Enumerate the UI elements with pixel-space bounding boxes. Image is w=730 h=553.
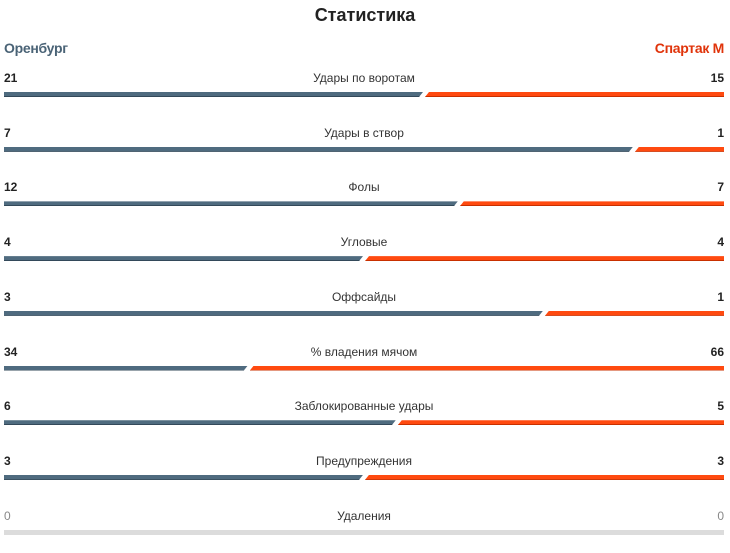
away-bar	[365, 474, 724, 480]
home-value: 3	[4, 289, 11, 304]
away-bar	[249, 365, 724, 371]
stat-row: 6 Заблокированные удары 5	[4, 399, 724, 439]
home-team-name: Оренбург	[4, 40, 68, 56]
away-value: 7	[717, 180, 724, 195]
stat-row: 21 Удары по воротам 15	[4, 71, 724, 111]
stat-row: 4 Угловые 4	[4, 235, 724, 275]
away-value: 15	[710, 71, 724, 85]
home-bar	[4, 256, 363, 261]
away-bar	[635, 146, 724, 152]
stat-label: Удары в створ	[324, 125, 404, 140]
stat-label: Фолы	[348, 180, 380, 195]
stat-label: % владения мячом	[310, 344, 418, 359]
stat-label: Удаления	[337, 508, 391, 523]
home-bar	[4, 201, 458, 206]
away-team-name: Спартак М	[654, 40, 725, 56]
stat-row: 34 % владения мячом 66	[4, 345, 724, 385]
stat-bar	[4, 529, 724, 535]
stat-bar	[4, 146, 724, 152]
away-bar	[397, 420, 724, 426]
stat-label: Оффсайды	[331, 289, 397, 304]
away-bar	[365, 256, 724, 262]
stat-label: Предупреждения	[316, 453, 412, 468]
home-bar	[4, 311, 543, 316]
away-value: 1	[717, 125, 724, 140]
home-bar	[4, 475, 363, 480]
away-value: 3	[717, 453, 724, 468]
home-bar	[4, 366, 248, 371]
stat-bar	[4, 310, 724, 316]
home-bar	[4, 420, 396, 425]
home-value: 7	[4, 125, 11, 140]
stat-row: 12 Фолы 7	[4, 180, 724, 220]
stat-bar	[4, 420, 724, 426]
home-value: 4	[4, 235, 11, 250]
page-title: Статистика	[314, 5, 416, 25]
home-bar	[4, 147, 633, 152]
away-value: 66	[710, 344, 724, 359]
home-value: 21	[4, 71, 18, 85]
home-value: 12	[4, 180, 18, 195]
stat-row: 3 Предупреждения 3	[4, 454, 724, 494]
away-bar	[459, 201, 724, 207]
stat-bar	[4, 474, 724, 480]
stat-row: 0 Удаления 0	[4, 509, 724, 549]
away-value: 0	[717, 508, 724, 523]
stat-label: Удары по воротам	[313, 71, 415, 85]
home-value: 3	[4, 453, 11, 468]
empty-bar	[4, 529, 724, 535]
stat-row: 7 Удары в створ 1	[4, 126, 724, 166]
stat-bar	[4, 201, 724, 207]
home-value: 6	[4, 399, 11, 414]
away-bar	[545, 310, 724, 316]
away-bar	[425, 92, 724, 97]
away-value: 4	[717, 235, 724, 250]
away-value: 5	[717, 399, 724, 414]
home-value: 34	[4, 344, 18, 359]
home-bar	[4, 92, 423, 97]
home-value: 0	[4, 508, 11, 523]
stat-bar	[4, 365, 724, 371]
stat-bar	[4, 256, 724, 262]
stat-row: 3 Оффсайды 1	[4, 290, 724, 330]
stat-label: Угловые	[340, 235, 388, 250]
stat-bar	[4, 92, 724, 97]
stat-label: Заблокированные удары	[294, 399, 434, 414]
away-value: 1	[717, 289, 724, 304]
